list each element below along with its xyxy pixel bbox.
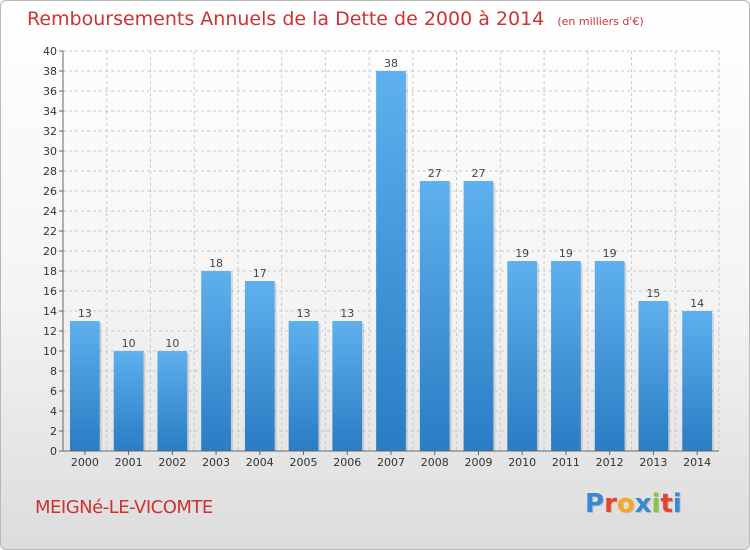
x-tick-label: 2006: [333, 456, 361, 469]
logo-letter: r: [604, 489, 617, 519]
bar-2010: [507, 261, 538, 451]
bar-2005: [288, 321, 319, 451]
y-tick-label: 24: [43, 205, 57, 218]
y-tick-label: 20: [43, 245, 57, 258]
bar-2001: [113, 351, 144, 451]
bar-value-label: 14: [690, 297, 704, 310]
y-tick-label: 4: [50, 405, 57, 418]
chart-title: Remboursements Annuels de la Dette de 20…: [27, 8, 545, 30]
y-tick-label: 10: [43, 345, 57, 358]
y-tick-label: 32: [43, 125, 57, 138]
x-tick-label: 2014: [683, 456, 711, 469]
y-tick-label: 34: [43, 105, 57, 118]
y-tick-label: 36: [43, 85, 57, 98]
bar-value-label: 10: [122, 337, 136, 350]
proxiti-logo: Proxiti: [585, 489, 682, 519]
y-tick-label: 26: [43, 185, 57, 198]
bar-2012: [594, 261, 625, 451]
x-tick-label: 2008: [421, 456, 449, 469]
bar-2009: [463, 181, 494, 451]
y-tick-label: 40: [43, 45, 57, 58]
y-tick-label: 0: [50, 445, 57, 458]
bar-value-label: 18: [209, 257, 223, 270]
y-tick-label: 14: [43, 305, 57, 318]
axis-layer: 0246810121416182022242628303234363840200…: [43, 45, 719, 469]
bar-2002: [157, 351, 188, 451]
y-tick-label: 6: [50, 385, 57, 398]
logo-letter: x: [634, 489, 652, 519]
y-tick-label: 38: [43, 65, 57, 78]
x-tick-label: 2005: [290, 456, 318, 469]
y-tick-label: 18: [43, 265, 57, 278]
x-tick-label: 2012: [596, 456, 624, 469]
commune-name: MEIGNé-LE-VICOMTE: [35, 497, 213, 518]
x-tick-label: 2004: [246, 456, 274, 469]
bar-2003: [201, 271, 231, 451]
bar-value-label: 13: [340, 307, 354, 320]
y-tick-label: 8: [50, 365, 57, 378]
x-tick-label: 2001: [115, 456, 143, 469]
y-tick-label: 16: [43, 285, 57, 298]
bar-value-label: 19: [603, 247, 617, 260]
x-tick-label: 2002: [158, 456, 186, 469]
bar-value-label: 19: [515, 247, 529, 260]
bar-value-label: 27: [428, 167, 442, 180]
bar-value-label: 27: [471, 167, 485, 180]
x-tick-label: 2009: [464, 456, 492, 469]
bar-value-label: 15: [646, 287, 660, 300]
bar-2008: [419, 181, 450, 451]
chart-subtitle: (en milliers d'€): [557, 15, 644, 28]
bar-value-label: 19: [559, 247, 573, 260]
bar-2004: [244, 281, 275, 451]
y-tick-label: 2: [50, 425, 57, 438]
x-tick-label: 2003: [202, 456, 230, 469]
title-row: Remboursements Annuels de la Dette de 20…: [27, 8, 644, 30]
y-tick-label: 22: [43, 225, 57, 238]
bar-value-label: 38: [384, 57, 398, 70]
y-tick-label: 30: [43, 145, 57, 158]
bar-2014: [682, 311, 713, 451]
x-tick-label: 2013: [639, 456, 667, 469]
logo-letter: i: [651, 489, 661, 519]
bar-layer: 13 10 10 18 17 13 13 38 27 27 19 19 19 15 14: [69, 57, 715, 451]
logo-letter: i: [672, 489, 682, 519]
bar-value-label: 10: [165, 337, 179, 350]
logo-letter: o: [616, 489, 635, 519]
bar-value-label: 13: [297, 307, 311, 320]
bar-2011: [551, 261, 581, 451]
x-tick-label: 2010: [508, 456, 536, 469]
bar-2006: [332, 321, 363, 451]
y-tick-label: 28: [43, 165, 57, 178]
bar-value-label: 17: [253, 267, 267, 280]
x-tick-label: 2007: [377, 456, 405, 469]
bar-2007: [376, 71, 406, 451]
y-tick-label: 12: [43, 325, 57, 338]
bar-2000: [69, 321, 100, 451]
logo-letter: P: [585, 489, 605, 519]
bar-value-label: 13: [78, 307, 92, 320]
x-tick-label: 2000: [71, 456, 99, 469]
logo-letter: t: [660, 489, 673, 519]
x-tick-label: 2011: [552, 456, 580, 469]
bar-2013: [638, 301, 669, 451]
